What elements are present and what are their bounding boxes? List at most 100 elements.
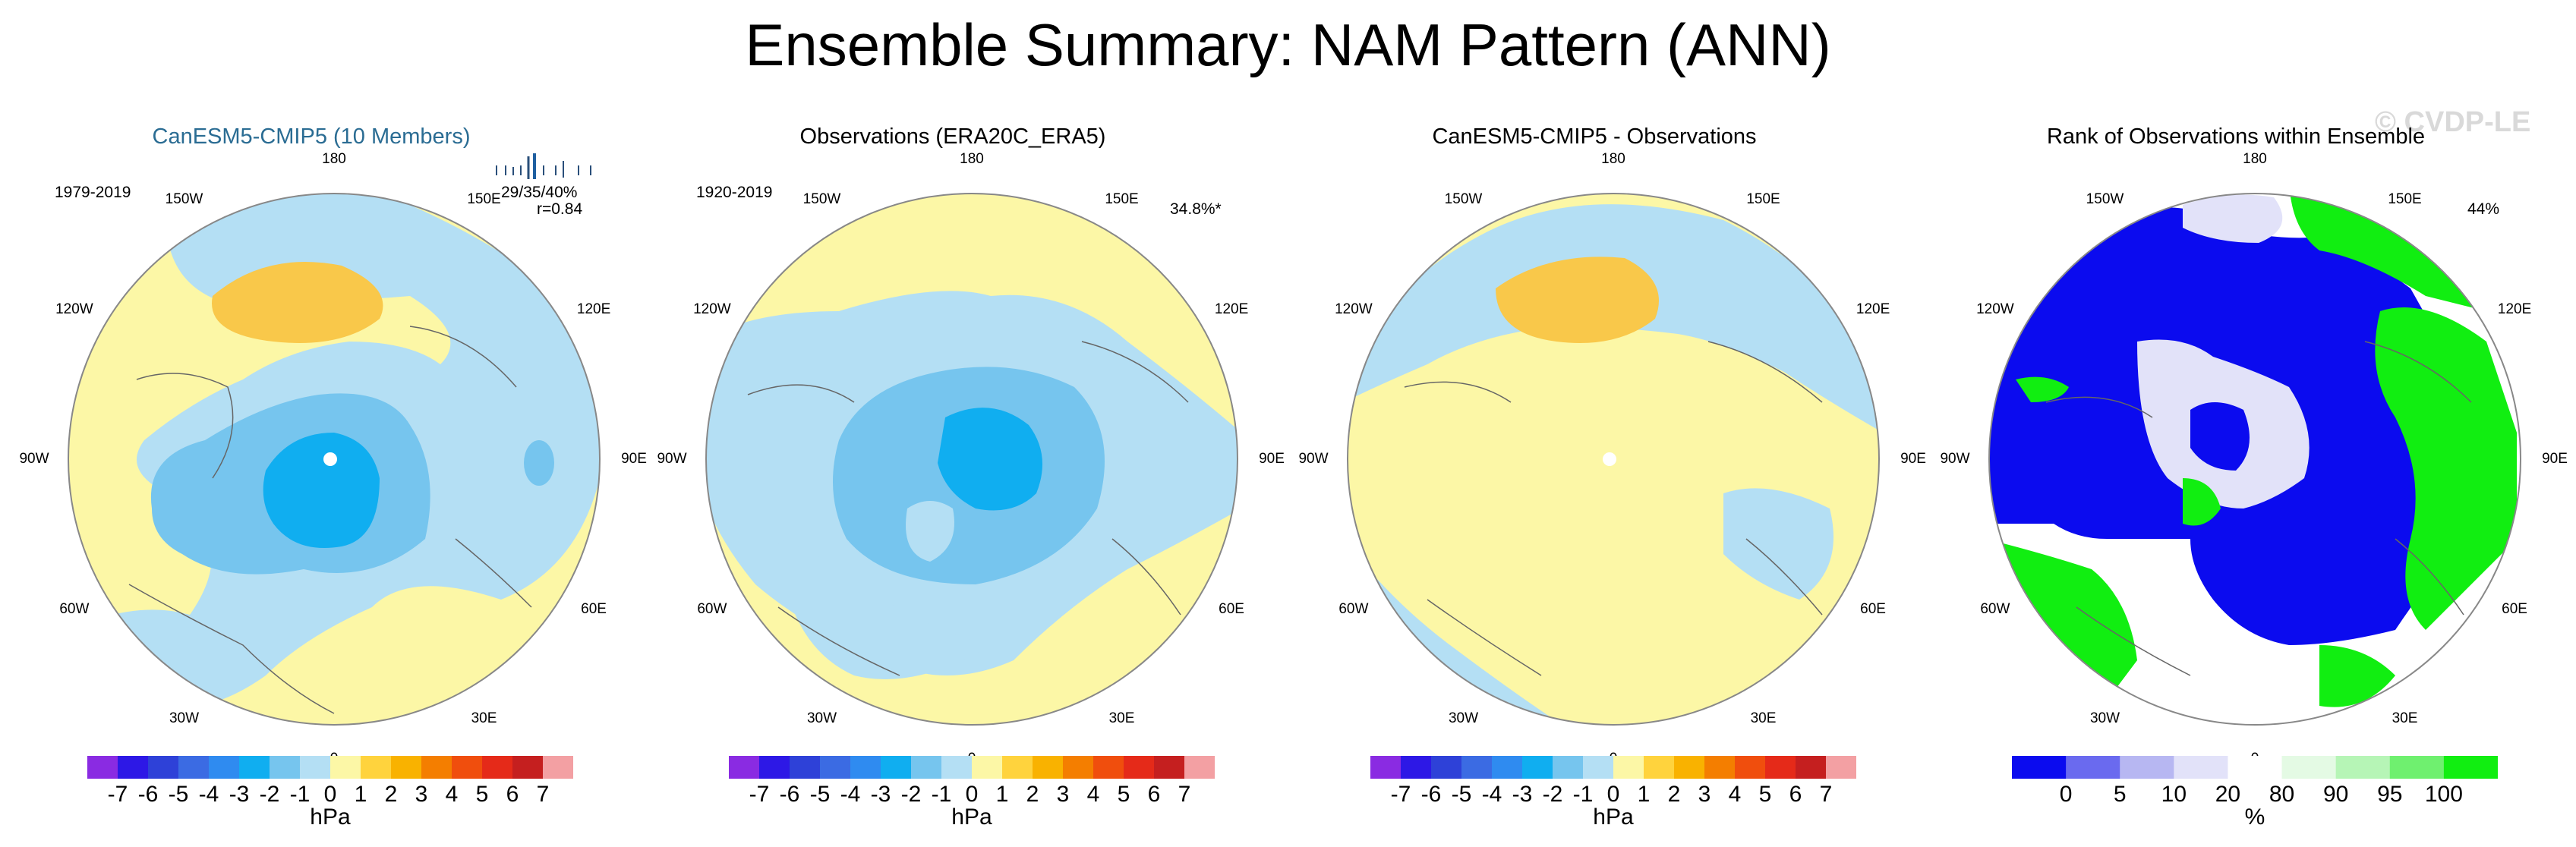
colorbar-tick-label: 4 — [1086, 782, 1100, 807]
longitude-label: 90W — [1940, 451, 1970, 467]
colorbar-tick-label: 2 — [1667, 782, 1681, 807]
colorbar-swatch — [482, 756, 513, 779]
colorbar-swatch — [1765, 756, 1796, 779]
colorbar-tick-label: -4 — [840, 782, 861, 807]
colorbar-swatch — [1735, 756, 1766, 779]
longitude-label: 150E — [2388, 190, 2422, 207]
longitude-label: 150E — [467, 190, 501, 207]
colorbar-swatch — [300, 756, 331, 779]
colorbar-tick-label: 7 — [1819, 782, 1833, 807]
colorbar-swatch — [178, 756, 210, 779]
panel-title: CanESM5-CMIP5 - Observations — [1432, 124, 1757, 149]
colorbar-tick-label: -3 — [1512, 782, 1533, 807]
longitude-label: 90W — [1298, 451, 1329, 467]
colorbar-swatch — [2012, 756, 2067, 779]
ensemble-spread-ticks — [496, 153, 591, 179]
period-label: 1920-2019 — [696, 184, 773, 201]
colorbar-swatch — [1033, 756, 1064, 779]
colorbar-tick-label: 1 — [1637, 782, 1651, 807]
longitude-label: 60W — [697, 600, 727, 617]
colorbar-swatch — [1613, 756, 1644, 779]
longitude-label: 60E — [1860, 600, 1886, 617]
colorbar-tick-label: -4 — [198, 782, 219, 807]
colorbar-hpa-1 — [87, 756, 573, 779]
panel-rank: Rank of Observations within Ensemble 44% — [1940, 114, 2532, 842]
longitude-label: 150W — [802, 190, 841, 207]
longitude-label: 30W — [169, 710, 200, 727]
colorbar-unit: hPa — [310, 804, 351, 830]
longitude-label: 60W — [1338, 600, 1369, 617]
pct-label: 34.8%* — [1170, 200, 1222, 218]
colorbar-unit: % — [2244, 804, 2265, 830]
colorbar-hpa-3 — [1370, 756, 1856, 779]
panel-diff: CanESM5-CMIP5 - Observations — [1298, 114, 1890, 842]
longitude-label: 90W — [19, 451, 49, 467]
longitude-label: 30W — [1448, 710, 1479, 727]
colorbar-swatch — [1492, 756, 1523, 779]
colorbar-tick-label: 20 — [2215, 782, 2241, 807]
colorbar-swatch — [1431, 756, 1462, 779]
colorbar-tick-label: 0 — [323, 782, 337, 807]
colorbar-tick-label: 95 — [2377, 782, 2403, 807]
longitude-label: 60E — [2502, 600, 2527, 617]
colorbar-swatch — [87, 756, 118, 779]
longitude-label: 120E — [1856, 301, 1890, 317]
colorbar-swatch — [1124, 756, 1155, 779]
watermark: © CVDP-LE — [2375, 106, 2531, 138]
colorbar-tick-label: -3 — [870, 782, 891, 807]
colorbar-tick-label: 5 — [1117, 782, 1130, 807]
colorbar-swatch — [2120, 756, 2174, 779]
longitude-label: 150E — [1105, 190, 1139, 207]
longitude-label: 60E — [1219, 600, 1244, 617]
longitude-label: 150W — [1444, 190, 1483, 207]
colorbar-swatch — [1826, 756, 1856, 779]
longitude-label: 30W — [2089, 710, 2120, 727]
colorbar-tick-label: 100 — [2424, 782, 2463, 807]
colorbar-tick-label: -3 — [229, 782, 250, 807]
figure-title: Ensemble Summary: NAM Pattern (ANN) — [745, 11, 1831, 78]
colorbar-swatch — [1370, 756, 1402, 779]
colorbar-rank — [2012, 756, 2498, 779]
longitude-label: 30E — [2392, 710, 2418, 727]
colorbar-swatch — [1644, 756, 1675, 779]
longitude-label: 120E — [1214, 301, 1249, 317]
colorbar-swatch — [1461, 756, 1493, 779]
colorbar-tick-label: 4 — [1728, 782, 1742, 807]
colorbar-swatch — [850, 756, 881, 779]
colorbar-tick-label: 5 — [1758, 782, 1772, 807]
colorbar-swatch — [1704, 756, 1736, 779]
panel-title: Rank of Observations within Ensemble — [2046, 124, 2426, 149]
colorbar-tick-label: 3 — [1698, 782, 1711, 807]
colorbar-swatch — [1583, 756, 1614, 779]
colorbar-tick-label: 0 — [1606, 782, 1620, 807]
colorbar-swatch — [391, 756, 422, 779]
longitude-label: 60W — [1980, 600, 2010, 617]
colorbar-swatch — [209, 756, 240, 779]
longitude-label: 30E — [1750, 710, 1777, 727]
longitude-label: 120W — [693, 301, 731, 317]
colorbar-tick-label: -2 — [900, 782, 922, 807]
colorbar-swatch — [2174, 756, 2228, 779]
colorbar-swatch — [1401, 756, 1432, 779]
longitude-label: 120E — [2497, 301, 2532, 317]
colorbar-swatch — [759, 756, 790, 779]
colorbar-tick-label: -6 — [779, 782, 800, 807]
colorbar-swatch — [2228, 756, 2283, 779]
colorbar-swatch — [330, 756, 361, 779]
colorbar-tick-label: -5 — [1451, 782, 1472, 807]
colorbar-swatch — [790, 756, 821, 779]
colorbar-swatch — [729, 756, 760, 779]
colorbar-swatch — [1093, 756, 1124, 779]
colorbar-hpa-2 — [729, 756, 1215, 779]
colorbar-tick-label: 5 — [2113, 782, 2127, 807]
colorbar-tick-label: -5 — [168, 782, 189, 807]
colorbar-swatch — [820, 756, 851, 779]
colorbar-swatch — [2066, 756, 2120, 779]
longitude-label: 90E — [1259, 451, 1285, 467]
colorbar-tick-label: 3 — [1056, 782, 1070, 807]
colorbar-tick-label: 4 — [445, 782, 459, 807]
longitude-label: 180 — [2243, 151, 2267, 167]
colorbar-tick-label: 6 — [1147, 782, 1161, 807]
colorbar-unit: hPa — [1593, 804, 1634, 830]
colorbar-tick-label: 3 — [415, 782, 428, 807]
